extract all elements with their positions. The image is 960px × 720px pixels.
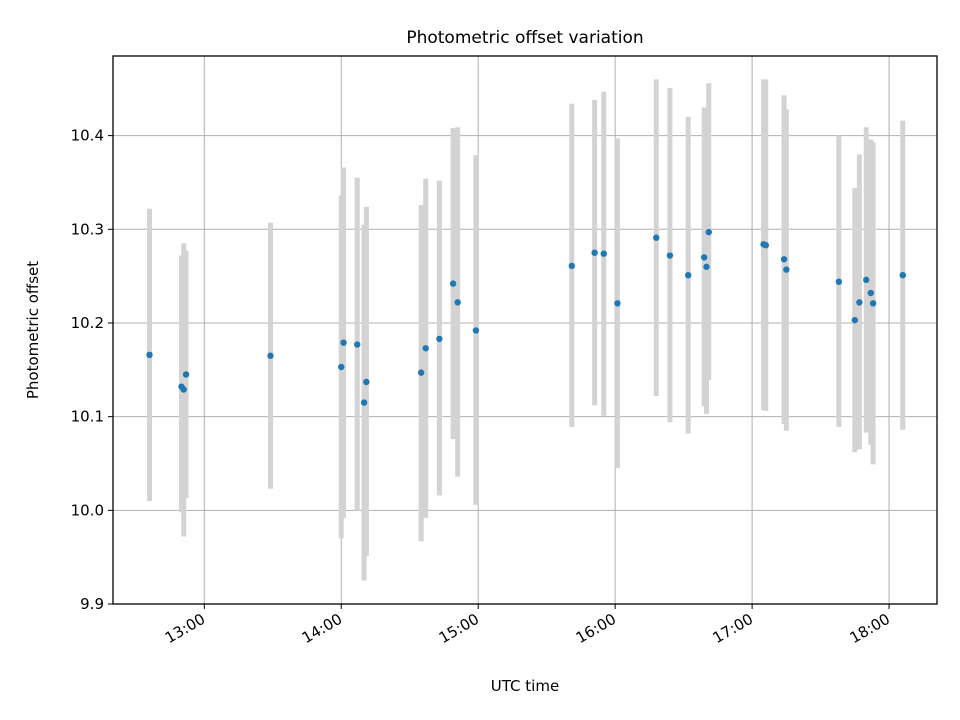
data-point	[422, 345, 429, 352]
data-point	[869, 300, 877, 307]
data-point	[591, 249, 598, 256]
data-point	[436, 335, 443, 343]
y-tick-label: 10.4	[71, 127, 104, 145]
data-point	[417, 369, 425, 376]
data-point	[867, 289, 875, 297]
data-point	[363, 378, 370, 386]
data-point	[146, 351, 153, 359]
x-tick-label: 18:00	[847, 610, 893, 647]
data-point	[899, 272, 906, 279]
error-bars	[147, 79, 906, 581]
y-tick-label: 10.3	[71, 220, 104, 238]
y-tick-label: 10.0	[71, 501, 104, 519]
x-tick-label: 14:00	[299, 610, 345, 647]
y-axis-ticks: 9.9 10.0 10.1 10.2 10.3 10.4	[71, 127, 113, 613]
data-point	[354, 341, 361, 348]
data-point	[685, 272, 692, 279]
chart-title: Photometric offset variation	[406, 28, 643, 48]
data-point	[340, 339, 347, 346]
data-point	[360, 399, 368, 406]
x-axis-ticks: 13:00 14:00 15:00 16:00 17:00 18:00	[162, 604, 893, 647]
y-tick-label: 10.1	[71, 408, 104, 426]
data-point	[338, 363, 345, 371]
x-tick-label: 17:00	[710, 610, 756, 647]
data-point	[783, 266, 790, 273]
x-tick-label: 16:00	[573, 610, 619, 647]
y-axis-label: Photometric offset	[24, 261, 42, 399]
data-point	[762, 242, 770, 249]
data-points	[146, 228, 906, 406]
data-point	[705, 228, 712, 236]
data-point	[472, 327, 480, 334]
data-point	[700, 254, 708, 261]
data-point	[851, 316, 859, 324]
data-point	[835, 278, 843, 285]
data-point	[856, 299, 863, 306]
x-tick-label: 13:00	[162, 610, 208, 647]
y-tick-label: 9.9	[80, 595, 104, 613]
data-point	[600, 250, 607, 257]
y-tick-label: 10.2	[71, 314, 104, 332]
data-point	[614, 300, 621, 307]
data-point	[449, 280, 457, 287]
data-point	[182, 371, 190, 378]
data-point	[863, 276, 870, 284]
data-point	[267, 352, 274, 359]
data-point	[180, 386, 187, 393]
data-point	[568, 262, 575, 270]
data-point	[653, 234, 660, 241]
data-point	[780, 256, 788, 263]
data-point	[454, 299, 461, 306]
plot-frame	[112, 55, 938, 605]
grid	[113, 56, 937, 605]
data-point	[666, 252, 674, 259]
data-point	[703, 263, 710, 270]
x-tick-label: 15:00	[436, 610, 482, 647]
x-axis-label: UTC time	[491, 677, 559, 695]
